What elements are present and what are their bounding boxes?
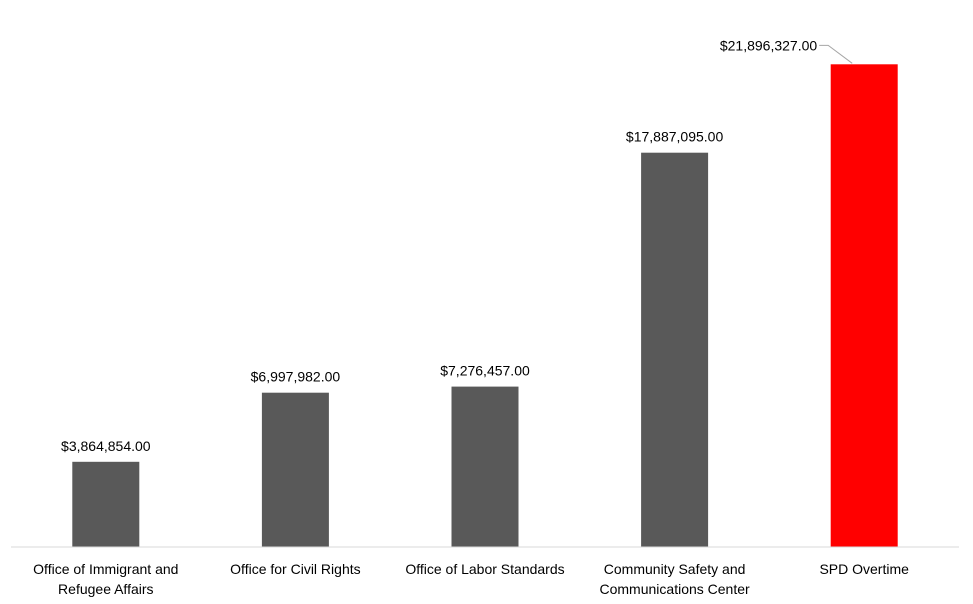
category-label-0-line-1: Refugee Affairs bbox=[58, 581, 153, 597]
data-labels-group: $3,864,854.00 $6,997,982.00 $7,276,457.00 $… bbox=[61, 37, 853, 454]
data-label-4: $21,896,327.00 bbox=[720, 37, 818, 53]
category-label-0-line-0: Office of Immigrant and bbox=[33, 561, 178, 577]
category-label-2-line-0: Office of Labor Standards bbox=[405, 561, 564, 577]
bar-4 bbox=[830, 64, 898, 548]
bars-group bbox=[72, 64, 898, 548]
data-label-2: $7,276,457.00 bbox=[440, 363, 530, 379]
category-labels-group: Office of Immigrant and Refugee Affairs Of… bbox=[33, 561, 909, 597]
category-label-3-line-0: Community Safety and bbox=[604, 561, 746, 577]
category-label-4-line-0: SPD Overtime bbox=[819, 561, 909, 577]
data-label-0: $3,864,854.00 bbox=[61, 438, 151, 454]
bar-0 bbox=[72, 461, 140, 547]
data-label-3: $17,887,095.00 bbox=[626, 129, 724, 145]
category-label-1-line-0: Office for Civil Rights bbox=[230, 561, 360, 577]
data-label-1: $6,997,982.00 bbox=[251, 369, 341, 385]
category-label-3-line-1: Communications Center bbox=[600, 581, 751, 597]
bar-2 bbox=[451, 386, 519, 547]
bar-1 bbox=[261, 392, 329, 547]
data-label-leader-line bbox=[819, 44, 853, 64]
bar-3 bbox=[641, 152, 709, 547]
